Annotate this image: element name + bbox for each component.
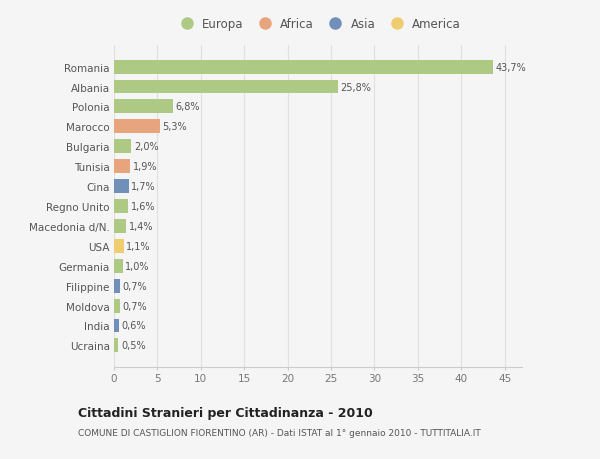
Text: 0,7%: 0,7% xyxy=(122,301,148,311)
Bar xyxy=(114,100,173,114)
Bar xyxy=(114,160,130,174)
Text: COMUNE DI CASTIGLION FIORENTINO (AR) - Dati ISTAT al 1° gennaio 2010 - TUTTITALI: COMUNE DI CASTIGLION FIORENTINO (AR) - D… xyxy=(78,428,481,437)
Text: 2,0%: 2,0% xyxy=(134,142,158,152)
Bar xyxy=(114,180,129,194)
Text: Cittadini Stranieri per Cittadinanza - 2010: Cittadini Stranieri per Cittadinanza - 2… xyxy=(78,406,373,419)
Bar xyxy=(114,120,160,134)
Text: 1,4%: 1,4% xyxy=(129,221,153,231)
Text: 6,8%: 6,8% xyxy=(176,102,200,112)
Text: 43,7%: 43,7% xyxy=(496,62,527,73)
Text: 0,6%: 0,6% xyxy=(122,321,146,331)
Text: 1,6%: 1,6% xyxy=(130,202,155,212)
Text: 25,8%: 25,8% xyxy=(341,82,371,92)
Bar xyxy=(114,219,126,233)
Text: 1,0%: 1,0% xyxy=(125,261,150,271)
Bar xyxy=(114,80,338,94)
Bar xyxy=(114,200,128,213)
Bar xyxy=(114,279,120,293)
Bar xyxy=(114,239,124,253)
Bar xyxy=(114,299,120,313)
Text: 0,5%: 0,5% xyxy=(121,341,146,351)
Text: 1,1%: 1,1% xyxy=(126,241,151,251)
Bar xyxy=(114,61,493,74)
Text: 1,9%: 1,9% xyxy=(133,162,158,172)
Text: 1,7%: 1,7% xyxy=(131,182,156,192)
Legend: Europa, Africa, Asia, America: Europa, Africa, Asia, America xyxy=(170,13,466,36)
Text: 5,3%: 5,3% xyxy=(163,122,187,132)
Bar xyxy=(114,319,119,333)
Bar xyxy=(114,259,122,273)
Bar xyxy=(114,140,131,154)
Text: 0,7%: 0,7% xyxy=(122,281,148,291)
Bar xyxy=(114,339,118,353)
